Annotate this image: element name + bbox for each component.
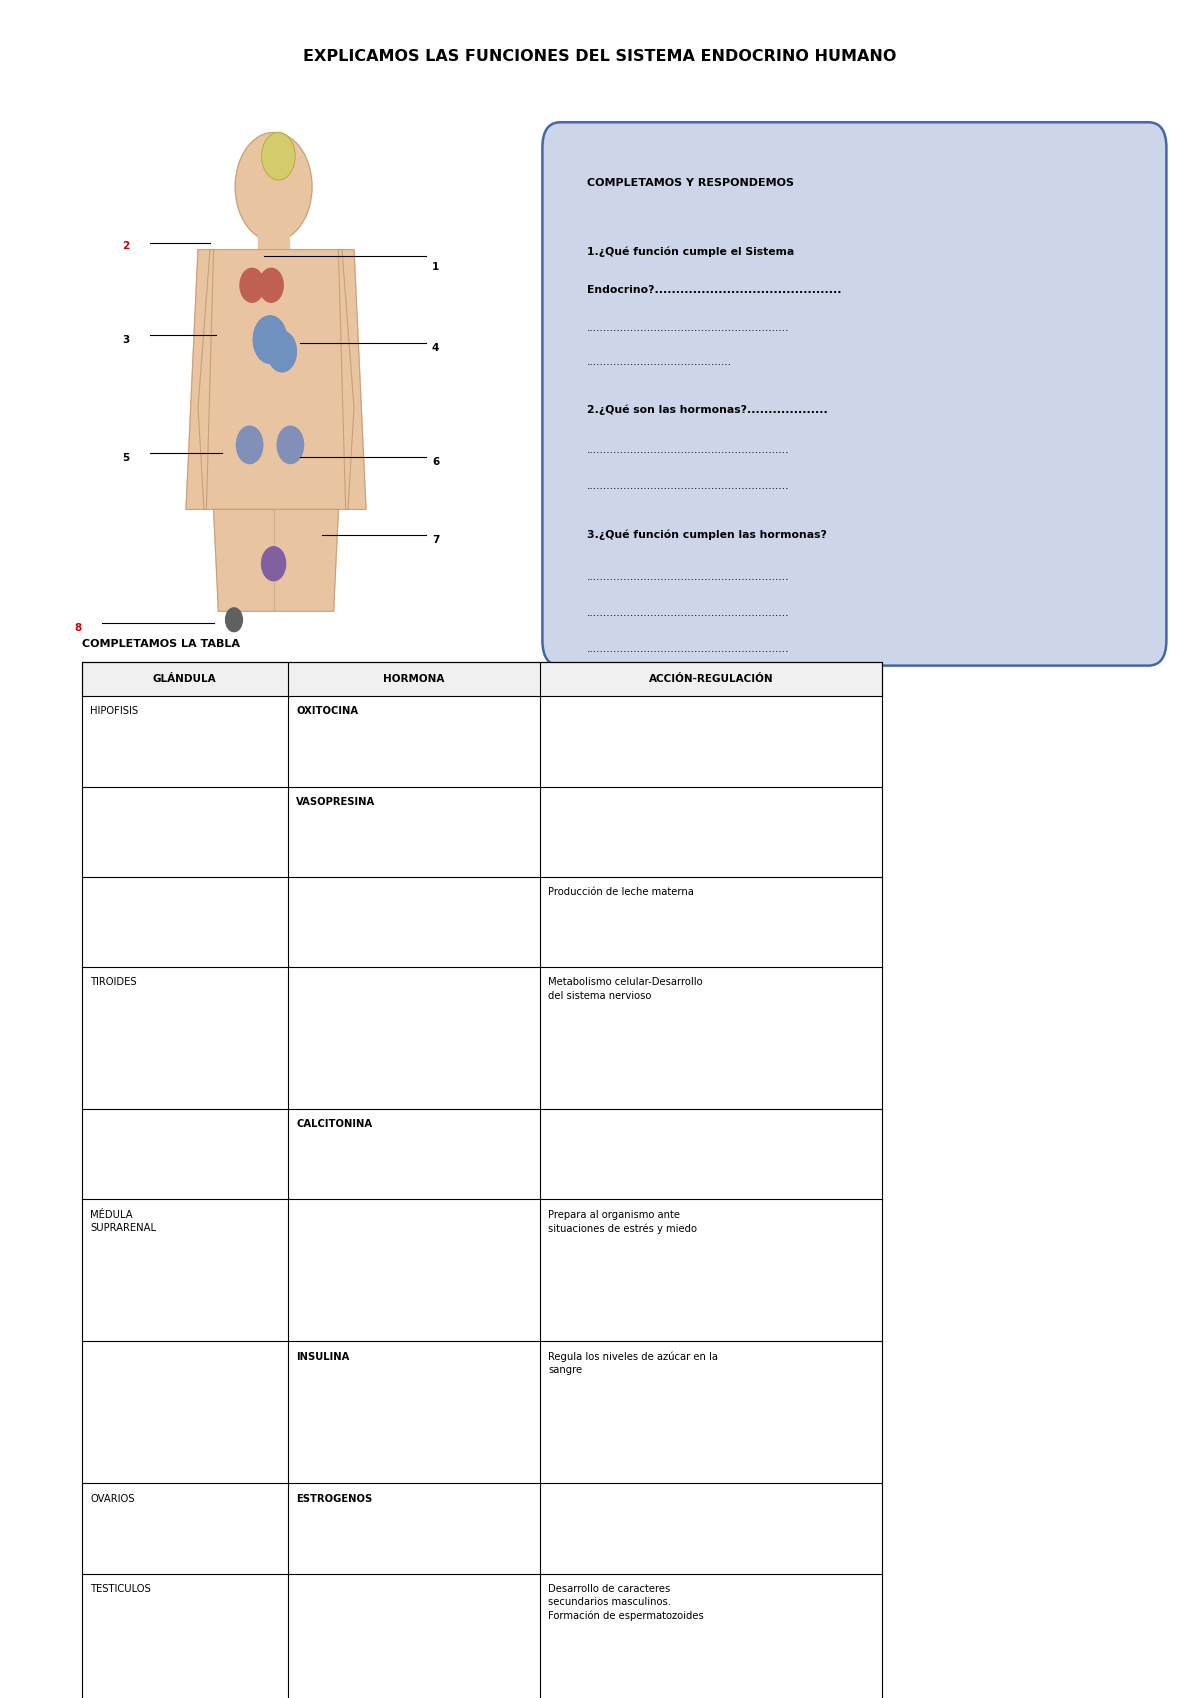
Text: ............................................................: ........................................… [587, 644, 790, 654]
Bar [258, 205, 289, 250]
Text: ............................................................: ........................................… [587, 323, 790, 333]
Bar [82, 876, 882, 968]
Bar [82, 696, 882, 786]
Text: HIPOFISIS: HIPOFISIS [90, 706, 138, 717]
Circle shape [268, 331, 296, 372]
Circle shape [226, 608, 242, 632]
FancyBboxPatch shape [542, 122, 1166, 666]
Text: Producción de leche materna: Producción de leche materna [548, 886, 695, 897]
Text: ............................................................: ........................................… [587, 481, 790, 491]
Text: MÉDULA
SUPRARENAL: MÉDULA SUPRARENAL [90, 1209, 156, 1233]
Text: ............................................................: ........................................… [587, 572, 790, 582]
Text: TESTICULOS: TESTICULOS [90, 1584, 151, 1594]
Text: 1: 1 [432, 261, 439, 272]
Bar [82, 968, 882, 1109]
Text: 2.¿Qué son las hormonas?...................: 2.¿Qué son las hormonas?................… [587, 404, 828, 414]
Polygon shape [198, 250, 354, 509]
Bar [82, 1574, 882, 1698]
Circle shape [236, 426, 263, 464]
Text: 5: 5 [122, 453, 130, 464]
Text: Metabolismo celular-Desarrollo
del sistema nervioso: Metabolismo celular-Desarrollo del siste… [548, 978, 703, 1000]
Polygon shape [338, 250, 366, 509]
Text: Regula los niveles de azúcar en la
sangre: Regula los niveles de azúcar en la sangr… [548, 1352, 719, 1375]
Circle shape [259, 268, 283, 302]
Text: OXITOCINA: OXITOCINA [296, 706, 359, 717]
Text: Desarrollo de caracteres
secundarios masculinos.
Formación de espermatozoides: Desarrollo de caracteres secundarios mas… [548, 1584, 704, 1622]
Text: INSULINA: INSULINA [296, 1352, 349, 1362]
Bar [82, 1341, 882, 1484]
Circle shape [262, 132, 295, 180]
Text: COMPLETAMOS LA TABLA: COMPLETAMOS LA TABLA [82, 638, 240, 649]
Circle shape [235, 132, 312, 241]
Text: 1.¿Qué función cumple el Sistema: 1.¿Qué función cumple el Sistema [587, 246, 794, 256]
Circle shape [240, 268, 264, 302]
Text: GLÁNDULA: GLÁNDULA [152, 674, 217, 684]
Bar [82, 1199, 882, 1341]
Text: ...........................................: ........................................… [587, 357, 732, 367]
Text: Endocrino?............................................: Endocrino?..............................… [587, 285, 841, 295]
Text: 2: 2 [122, 241, 130, 251]
Text: ............................................................: ........................................… [587, 445, 790, 455]
Bar [82, 1109, 882, 1199]
Text: 4: 4 [432, 343, 439, 353]
Text: HORMONA: HORMONA [383, 674, 445, 684]
Bar [82, 662, 882, 696]
Circle shape [277, 426, 304, 464]
Text: 3: 3 [122, 335, 130, 345]
Polygon shape [186, 250, 214, 509]
Text: VASOPRESINA: VASOPRESINA [296, 796, 376, 807]
Text: ACCIÓN-REGULACIÓN: ACCIÓN-REGULACIÓN [649, 674, 773, 684]
Text: 7: 7 [432, 535, 439, 545]
Text: ............................................................: ........................................… [587, 608, 790, 618]
Text: OVARIOS: OVARIOS [90, 1494, 134, 1503]
Text: COMPLETAMOS Y RESPONDEMOS: COMPLETAMOS Y RESPONDEMOS [587, 178, 794, 188]
Circle shape [253, 316, 287, 363]
Text: 3.¿Qué función cumplen las hormonas?: 3.¿Qué función cumplen las hormonas? [587, 530, 827, 540]
Bar [82, 1484, 882, 1574]
Polygon shape [214, 509, 338, 611]
Text: ESTROGENOS: ESTROGENOS [296, 1494, 373, 1503]
Text: 8: 8 [74, 623, 82, 633]
Text: TIROIDES: TIROIDES [90, 978, 137, 987]
Circle shape [262, 547, 286, 581]
Text: EXPLICAMOS LAS FUNCIONES DEL SISTEMA ENDOCRINO HUMANO: EXPLICAMOS LAS FUNCIONES DEL SISTEMA END… [304, 49, 896, 65]
Text: Prepara al organismo ante
situaciones de estrés y miedo: Prepara al organismo ante situaciones de… [548, 1209, 697, 1233]
Text: 6: 6 [432, 457, 439, 467]
Bar [82, 786, 882, 876]
Text: CALCITONINA: CALCITONINA [296, 1119, 372, 1129]
